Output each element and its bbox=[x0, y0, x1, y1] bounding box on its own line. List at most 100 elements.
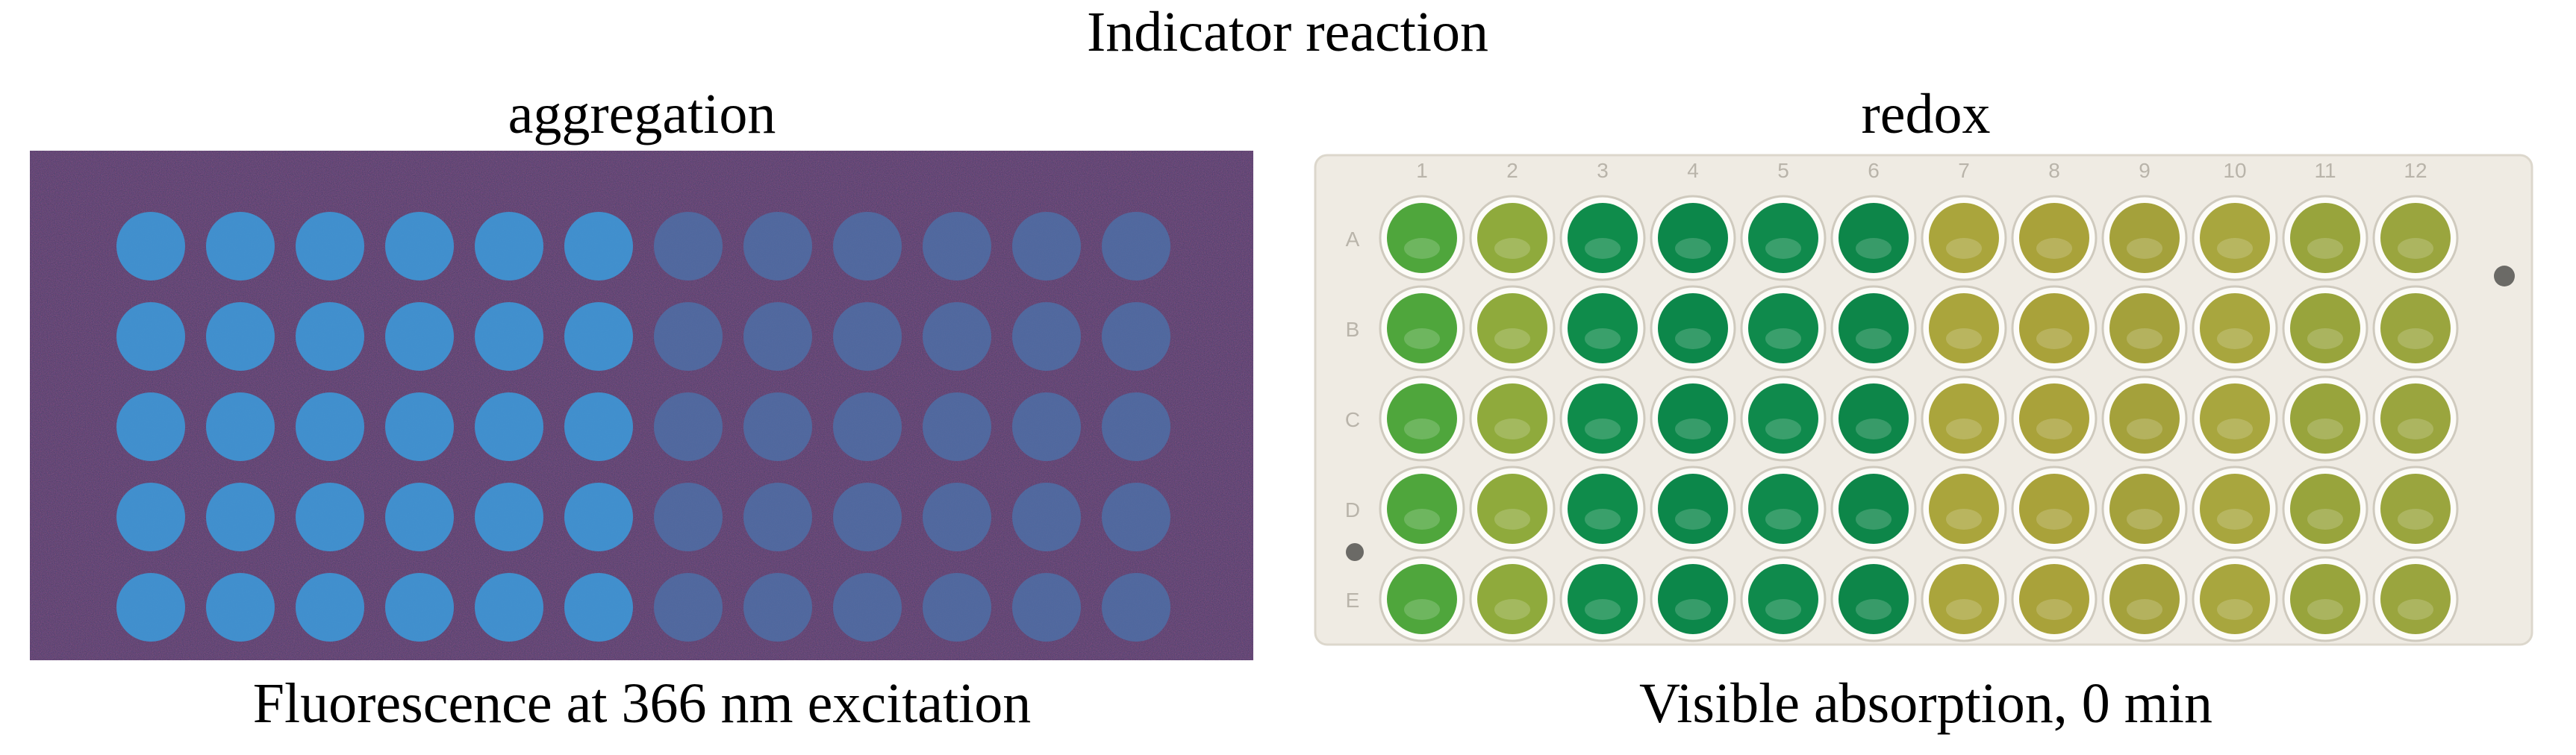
panel-caption: Visible absorption, 0 min bbox=[1639, 672, 2212, 735]
well bbox=[2290, 383, 2360, 454]
well bbox=[475, 302, 543, 371]
well-glare bbox=[1494, 599, 1530, 620]
column-label: 10 bbox=[2223, 159, 2246, 182]
well bbox=[1387, 293, 1457, 363]
well bbox=[2019, 383, 2089, 454]
well-glare bbox=[1856, 328, 1892, 349]
well bbox=[1658, 383, 1728, 454]
well-glare bbox=[2217, 599, 2253, 620]
well bbox=[1387, 203, 1457, 273]
well bbox=[743, 302, 812, 371]
well bbox=[206, 302, 275, 371]
well bbox=[654, 392, 723, 461]
well-glare bbox=[2307, 509, 2343, 530]
well bbox=[1658, 564, 1728, 634]
well bbox=[1929, 564, 1999, 634]
well bbox=[1748, 293, 1818, 363]
well-glare bbox=[2398, 509, 2433, 530]
panel-caption: Fluorescence at 366 nm excitation bbox=[253, 672, 1032, 735]
well bbox=[1568, 293, 1638, 363]
well bbox=[1568, 203, 1638, 273]
row-label: D bbox=[1345, 498, 1360, 521]
well-glare bbox=[1946, 419, 1982, 439]
well bbox=[654, 573, 723, 642]
well-glare bbox=[1856, 599, 1892, 620]
well bbox=[385, 392, 454, 461]
well-glare bbox=[2307, 238, 2343, 259]
well bbox=[385, 302, 454, 371]
well bbox=[475, 212, 543, 281]
well-glare bbox=[1404, 419, 1440, 439]
well bbox=[385, 573, 454, 642]
well-glare bbox=[2036, 238, 2072, 259]
well-glare bbox=[1585, 328, 1621, 349]
well bbox=[116, 392, 185, 461]
row-label: C bbox=[1345, 408, 1360, 431]
well-glare bbox=[1404, 599, 1440, 620]
well bbox=[1839, 293, 1909, 363]
well bbox=[2290, 203, 2360, 273]
well bbox=[2290, 474, 2360, 544]
well bbox=[1387, 564, 1457, 634]
column-label: 3 bbox=[1597, 159, 1609, 182]
well-glare bbox=[1675, 419, 1711, 439]
column-label: 2 bbox=[1506, 159, 1518, 182]
well-glare bbox=[2217, 509, 2253, 530]
well bbox=[1012, 573, 1081, 642]
well bbox=[1102, 212, 1170, 281]
well bbox=[1658, 203, 1728, 273]
well-glare bbox=[1765, 509, 1801, 530]
well bbox=[1839, 203, 1909, 273]
panel-heading: aggregation bbox=[508, 83, 776, 145]
well bbox=[923, 573, 991, 642]
well-glare bbox=[2036, 599, 2072, 620]
well bbox=[1929, 383, 1999, 454]
column-label: 7 bbox=[1958, 159, 1970, 182]
well bbox=[1839, 564, 1909, 634]
well bbox=[2019, 474, 2089, 544]
well-glare bbox=[1494, 328, 1530, 349]
well bbox=[2019, 203, 2089, 273]
well-glare bbox=[1494, 419, 1530, 439]
well bbox=[1012, 212, 1081, 281]
well bbox=[116, 573, 185, 642]
well bbox=[2200, 383, 2270, 454]
well-glare bbox=[2036, 419, 2072, 439]
well bbox=[1929, 293, 1999, 363]
well-glare bbox=[1765, 419, 1801, 439]
well bbox=[1012, 302, 1081, 371]
well bbox=[116, 483, 185, 551]
well bbox=[654, 302, 723, 371]
well bbox=[564, 573, 633, 642]
well bbox=[1658, 293, 1728, 363]
well bbox=[1477, 564, 1547, 634]
well-glare bbox=[1585, 599, 1621, 620]
well bbox=[296, 573, 364, 642]
well-glare bbox=[1675, 599, 1711, 620]
row-label: E bbox=[1346, 589, 1360, 612]
well bbox=[743, 392, 812, 461]
well-glare bbox=[2307, 419, 2343, 439]
well bbox=[1568, 383, 1638, 454]
well bbox=[1568, 474, 1638, 544]
column-label: 8 bbox=[2048, 159, 2060, 182]
column-label: 9 bbox=[2139, 159, 2151, 182]
well bbox=[2200, 474, 2270, 544]
plate-hole bbox=[2494, 266, 2515, 286]
well-glare bbox=[2217, 419, 2253, 439]
well bbox=[2380, 293, 2451, 363]
well-glare bbox=[2398, 328, 2433, 349]
well bbox=[743, 483, 812, 551]
well-glare bbox=[1856, 509, 1892, 530]
row-label: A bbox=[1346, 228, 1360, 251]
column-label: 11 bbox=[2314, 159, 2336, 182]
well bbox=[206, 483, 275, 551]
well bbox=[296, 392, 364, 461]
well bbox=[1102, 302, 1170, 371]
well-glare bbox=[1856, 238, 1892, 259]
well bbox=[1477, 383, 1547, 454]
well bbox=[1387, 383, 1457, 454]
well bbox=[2290, 293, 2360, 363]
well bbox=[116, 302, 185, 371]
